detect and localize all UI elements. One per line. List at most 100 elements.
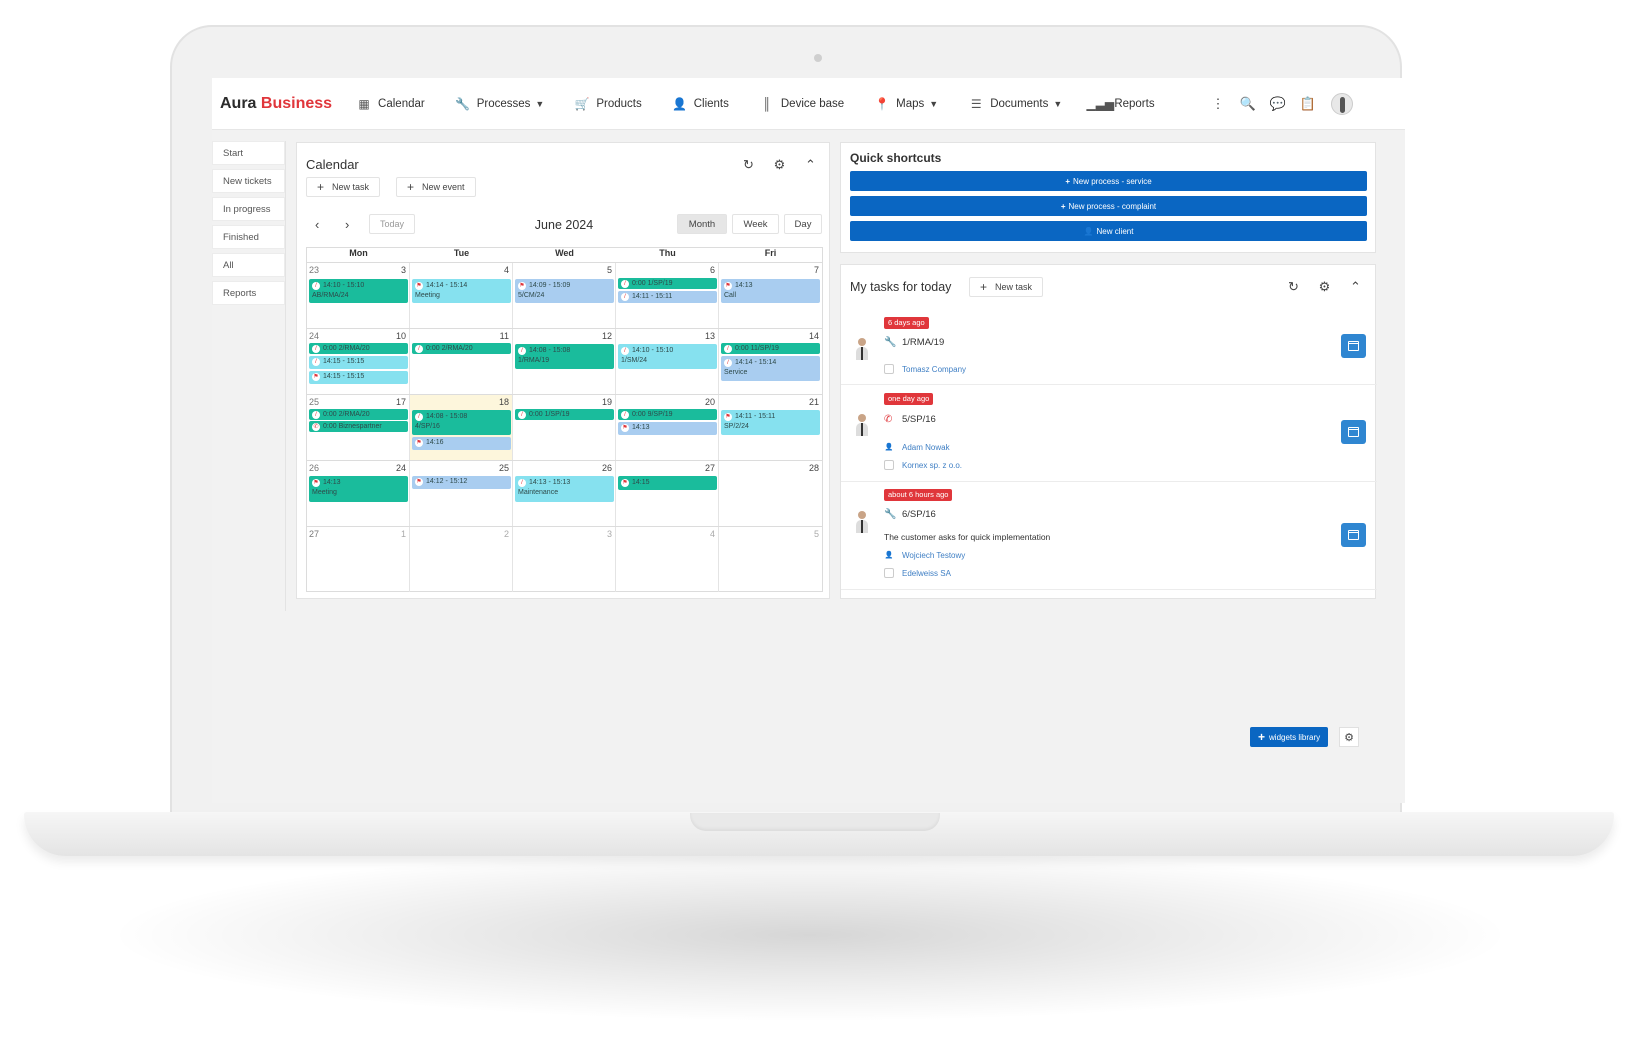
settings-icon[interactable]: ⚙ (1318, 279, 1331, 294)
task-item[interactable]: about 6 hours ago 🔧 6/SP/16 The customer … (841, 483, 1377, 590)
calendar-event[interactable]: /0:00 2/RMA/20 (309, 343, 408, 354)
calendar-event[interactable]: /0:00 2/RMA/20 (309, 409, 408, 420)
day-cell[interactable]: 26 24 ⚑ 14:13 Meeting (307, 461, 410, 526)
day-cell[interactable]: 13 /14:10 - 15:10 1/SM/24 (616, 329, 719, 394)
search-icon[interactable]: 🔍 (1239, 96, 1257, 111)
schedule-task-button[interactable] (1341, 523, 1366, 547)
new-client-button[interactable]: 👤 New client (850, 221, 1367, 241)
calendar-event[interactable]: /14:08 - 15:08 1/RMA/19 (515, 344, 614, 369)
task-company-link[interactable]: Kornex sp. z o.o. (884, 460, 962, 470)
calendar-event[interactable]: /14:08 - 15:08 4/SP/16 (412, 410, 511, 435)
calendar-event[interactable]: /14:13 - 15:13 Maintenance (515, 476, 614, 502)
calendar-event[interactable]: ⚑ 14:13 (618, 422, 717, 435)
settings-icon[interactable]: ⚙ (1339, 727, 1359, 747)
schedule-task-button[interactable] (1341, 420, 1366, 444)
nav-processes[interactable]: 🔧 Processes ▼ (455, 97, 544, 111)
day-cell[interactable]: 27 1 (307, 527, 410, 592)
tasks-new-task-button[interactable]: + New task (969, 277, 1044, 297)
next-month-button[interactable]: › (345, 217, 350, 232)
nav-reports[interactable]: ▁▃▅ Reports (1086, 97, 1154, 111)
day-cell[interactable]: 27 ⚑ 14:15 (616, 461, 719, 526)
day-cell[interactable]: 20 /0:00 9/SP/19 ⚑ 14:13 (616, 395, 719, 460)
schedule-task-button[interactable] (1341, 334, 1366, 358)
chevron-up-icon[interactable]: ⌃ (1350, 279, 1361, 294)
side-item-reports[interactable]: Reports (212, 281, 285, 305)
day-cell[interactable]: 7 ⚑ 14:13 Call (719, 263, 822, 328)
prev-month-button[interactable]: ‹ (315, 217, 320, 232)
day-cell[interactable]: 26 /14:13 - 15:13 Maintenance (513, 461, 616, 526)
nav-clients[interactable]: 👤 Clients (672, 97, 729, 111)
more-vertical-icon[interactable]: ⋮ (1211, 96, 1225, 111)
day-cell[interactable]: 11 /0:00 2/RMA/20 (410, 329, 513, 394)
day-cell[interactable]: 4 (616, 527, 719, 592)
nav-calendar[interactable]: ▦ Calendar (357, 97, 424, 111)
calendar-event[interactable]: ⚑ 14:16 (412, 437, 511, 450)
calendar-event[interactable]: ⚑ 14:09 - 15:09 5/CM/24 (515, 279, 614, 303)
task-person-link[interactable]: 👤 Adam Nowak (884, 442, 950, 452)
widgets-library-button[interactable]: + widgets library (1250, 727, 1329, 747)
new-process-complaint-button[interactable]: + New process - complaint (850, 196, 1367, 216)
chat-icon[interactable]: 💬 (1269, 96, 1287, 111)
nav-device-base[interactable]: ║ Device base (760, 97, 845, 111)
calendar-event[interactable]: ⚑ 14:12 - 15:12 (412, 476, 511, 489)
day-cell[interactable]: 19 /0:00 1/SP/19 (513, 395, 616, 460)
chevron-up-icon[interactable]: ⌃ (805, 157, 816, 172)
day-cell[interactable]: 5 ⚑ 14:09 - 15:09 5/CM/24 (513, 263, 616, 328)
calendar-event[interactable]: ⚑ 14:13 Meeting (309, 476, 408, 502)
calendar-event[interactable]: /0:00 9/SP/19 (618, 409, 717, 420)
day-cell[interactable]: 5 (719, 527, 822, 592)
day-cell-today[interactable]: 18 /14:08 - 15:08 4/SP/16 ⚑ 14:16 (410, 395, 513, 460)
day-cell[interactable]: 14 /0:00 11/SP/19 /14:14 - 15:14 Service (719, 329, 822, 394)
side-item-new-tickets[interactable]: New tickets (212, 169, 285, 193)
calendar-event[interactable]: ⚑ 14:13 Call (721, 279, 820, 303)
settings-icon[interactable]: ⚙ (773, 157, 786, 172)
day-cell[interactable]: 25 17 /0:00 2/RMA/20 ✆ 0:00 Biznespartner (307, 395, 410, 460)
task-item[interactable]: one day ago ✆ 5/SP/16 👤 Adam Nowak Kornex … (841, 386, 1377, 482)
new-process-service-button[interactable]: + New process - service (850, 171, 1367, 191)
clipboard-icon[interactable]: 📋 (1299, 96, 1317, 111)
day-cell[interactable]: 4 ⚑ 14:14 - 15:14 Meeting (410, 263, 513, 328)
nav-documents[interactable]: ☰ Documents ▼ (969, 97, 1062, 111)
calendar-event[interactable]: /0:00 2/RMA/20 (412, 343, 511, 354)
calendar-event[interactable]: /0:00 11/SP/19 (721, 343, 820, 354)
day-cell[interactable]: 21 ⚑ 14:11 - 15:11 SP/2/24 (719, 395, 822, 460)
refresh-icon[interactable]: ↻ (1288, 279, 1299, 294)
calendar-event[interactable]: /14:15 - 15:15 (309, 356, 408, 369)
user-avatar[interactable] (1331, 93, 1353, 115)
view-month-button[interactable]: Month (677, 214, 727, 234)
side-item-finished[interactable]: Finished (212, 225, 285, 249)
day-cell[interactable]: 23 3 /14:10 - 15:10 AB/RMA/24 (307, 263, 410, 328)
task-person-link[interactable]: 👤 Wojciech Testowy (884, 550, 966, 560)
nav-products[interactable]: 🛒 Products (575, 97, 642, 111)
task-company-link[interactable]: Edelweiss SA (884, 568, 951, 578)
calendar-event[interactable]: ⚑ 14:15 - 15:15 (309, 371, 408, 384)
day-cell[interactable]: 12 /14:08 - 15:08 1/RMA/19 (513, 329, 616, 394)
day-cell[interactable]: 2 (410, 527, 513, 592)
side-item-in-progress[interactable]: In progress (212, 197, 285, 221)
task-company-link[interactable]: Tomasz Company (884, 364, 966, 374)
side-item-start[interactable]: Start (212, 141, 285, 165)
calendar-event[interactable]: /0:00 1/SP/19 (515, 409, 614, 420)
view-day-button[interactable]: Day (784, 214, 822, 234)
side-item-all[interactable]: All (212, 253, 285, 277)
today-button[interactable]: Today (369, 214, 416, 234)
day-cell[interactable]: 6 /0:00 1/SP/19 /14:11 - 15:11 (616, 263, 719, 328)
new-task-button[interactable]: + New task (306, 177, 381, 197)
calendar-event[interactable]: ✆ 0:00 Biznespartner (309, 421, 408, 432)
day-cell[interactable]: 28 (719, 461, 822, 526)
calendar-event[interactable]: ⚑ 14:14 - 15:14 Meeting (412, 279, 511, 303)
view-week-button[interactable]: Week (732, 214, 779, 234)
nav-maps[interactable]: 📍 Maps ▼ (875, 97, 939, 111)
calendar-event[interactable]: ⚑ 14:15 (618, 476, 717, 490)
calendar-event[interactable]: /0:00 1/SP/19 (618, 278, 717, 289)
task-item[interactable]: 6 days ago 🔧 1/RMA/19 Tomasz Company (841, 310, 1377, 385)
calendar-event[interactable]: /14:11 - 15:11 (618, 291, 717, 303)
calendar-event[interactable]: /14:10 - 15:10 AB/RMA/24 (309, 279, 408, 303)
app-logo[interactable]: Aura Business (220, 95, 332, 113)
day-cell[interactable]: 24 10 /0:00 2/RMA/20 /14:15 - 15:15 ⚑ 14:… (307, 329, 410, 394)
calendar-event[interactable]: /14:14 - 15:14 Service (721, 356, 820, 381)
refresh-icon[interactable]: ↻ (743, 157, 754, 172)
day-cell[interactable]: 25 ⚑ 14:12 - 15:12 (410, 461, 513, 526)
new-event-button[interactable]: + New event (396, 177, 476, 197)
calendar-event[interactable]: ⚑ 14:11 - 15:11 SP/2/24 (721, 410, 820, 435)
